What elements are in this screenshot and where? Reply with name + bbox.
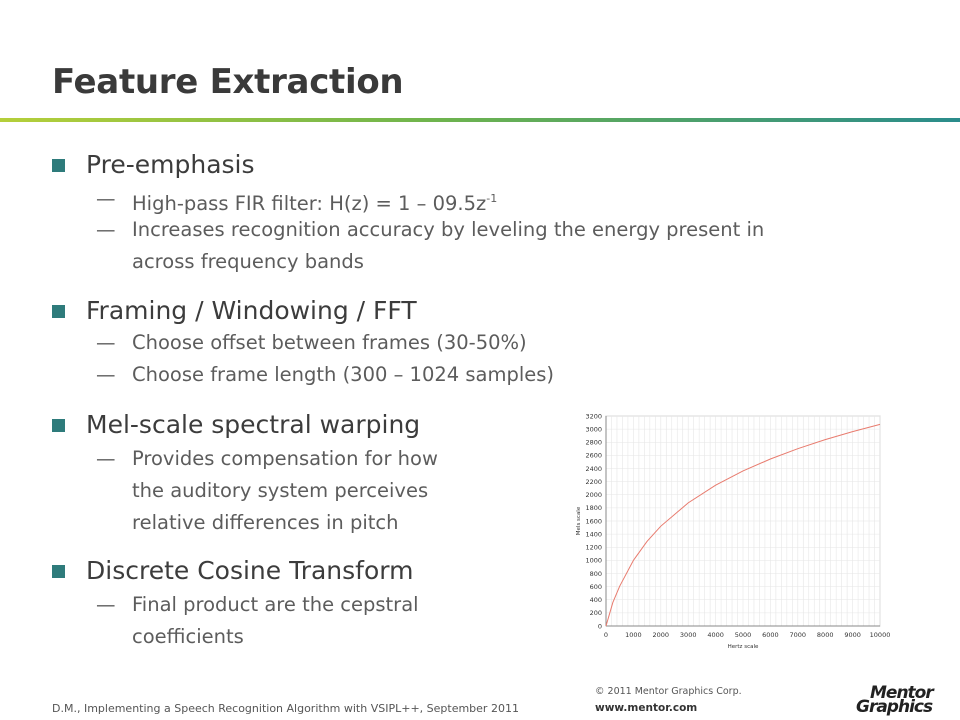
y-tick-label: 1800 xyxy=(585,504,602,512)
mentor-graphics-logo: Mentor Graphics xyxy=(850,684,946,718)
y-tick-label: 3000 xyxy=(585,425,602,433)
sub-bullet-text-continued: relative differences in pitch xyxy=(132,511,399,534)
sub-bullet-text: High-pass FIR filter: H(z) = 1 – 09.5z xyxy=(132,192,487,215)
dash-marker: — xyxy=(96,593,116,616)
bullet-heading: Discrete Cosine Transform xyxy=(86,556,414,585)
y-tick-label: 2200 xyxy=(585,478,602,486)
y-axis-label: Mels scale xyxy=(576,506,582,535)
y-tick-label: 600 xyxy=(590,583,602,591)
bullet-square-icon xyxy=(52,419,65,432)
sub-bullet-text-continued: coefficients xyxy=(132,625,244,648)
y-tick-label: 2800 xyxy=(585,439,602,447)
y-tick-label: 0 xyxy=(598,622,602,630)
slide-title: Feature Extraction xyxy=(52,62,404,102)
y-tick-label: 3200 xyxy=(585,412,602,420)
sub-bullet-text: Choose frame length (300 – 1024 samples) xyxy=(132,363,555,386)
footer-copyright: © 2011 Mentor Graphics Corp. xyxy=(595,686,742,697)
bullet-heading: Framing / Windowing / FFT xyxy=(86,296,417,325)
bullet-heading: Pre-emphasis xyxy=(86,150,255,179)
x-tick-label: 2000 xyxy=(653,631,670,639)
dash-marker: — xyxy=(96,363,116,386)
y-tick-label: 2400 xyxy=(585,465,602,473)
sub-bullet-text: Increases recognition accuracy by leveli… xyxy=(132,218,765,241)
logo-line-2: Graphics xyxy=(856,697,933,717)
sub-bullet-text: Final product are the cepstral xyxy=(132,593,419,616)
sub-bullet-text: Choose offset between frames (30-50%) xyxy=(132,331,527,354)
bullet-square-icon xyxy=(52,159,65,172)
y-tick-label: 400 xyxy=(590,596,602,604)
x-tick-label: 3000 xyxy=(680,631,697,639)
x-tick-label: 4000 xyxy=(707,631,724,639)
x-tick-label: 7000 xyxy=(790,631,807,639)
x-tick-label: 9000 xyxy=(844,631,861,639)
y-tick-label: 200 xyxy=(590,609,602,617)
x-tick-label: 8000 xyxy=(817,631,834,639)
y-tick-label: 800 xyxy=(590,570,602,578)
x-tick-label: 6000 xyxy=(762,631,779,639)
superscript: -1 xyxy=(486,192,498,205)
y-tick-label: 2000 xyxy=(585,491,602,499)
bullet-square-icon xyxy=(52,565,65,578)
y-tick-label: 1200 xyxy=(585,544,602,552)
x-axis-label: Hertz scale xyxy=(728,644,759,650)
footer-citation: D.M., Implementing a Speech Recognition … xyxy=(52,702,519,715)
y-tick-label: 1000 xyxy=(585,557,602,565)
dash-marker: — xyxy=(96,218,116,241)
sub-bullet-text: Provides compensation for how xyxy=(132,447,438,470)
dash-marker: — xyxy=(96,331,116,354)
dash-marker: — xyxy=(96,187,116,210)
bullet-square-icon xyxy=(52,305,65,318)
title-divider xyxy=(0,118,960,122)
x-tick-label: 5000 xyxy=(735,631,752,639)
sub-bullet-text-continued: the auditory system perceives xyxy=(132,479,429,502)
footer-url: www.mentor.com xyxy=(595,702,698,714)
y-tick-label: 1600 xyxy=(585,517,602,525)
x-tick-label: 10000 xyxy=(870,631,891,639)
mel-scale-chart: 0 1000 2000 3000 4000 5000 6000 7000 8000 9000 100… xyxy=(576,412,891,650)
mel-curve-line xyxy=(605,423,881,627)
bullet-heading: Mel-scale spectral warping xyxy=(86,410,421,439)
x-tick-label: 0 xyxy=(604,631,608,639)
sub-bullet-text-continued: across frequency bands xyxy=(132,250,364,273)
dash-marker: — xyxy=(96,447,116,470)
logo-line-1: Mentor xyxy=(870,683,934,703)
y-tick-label: 2600 xyxy=(585,452,602,460)
y-tick-label: 1400 xyxy=(585,530,602,538)
x-tick-label: 1000 xyxy=(625,631,642,639)
